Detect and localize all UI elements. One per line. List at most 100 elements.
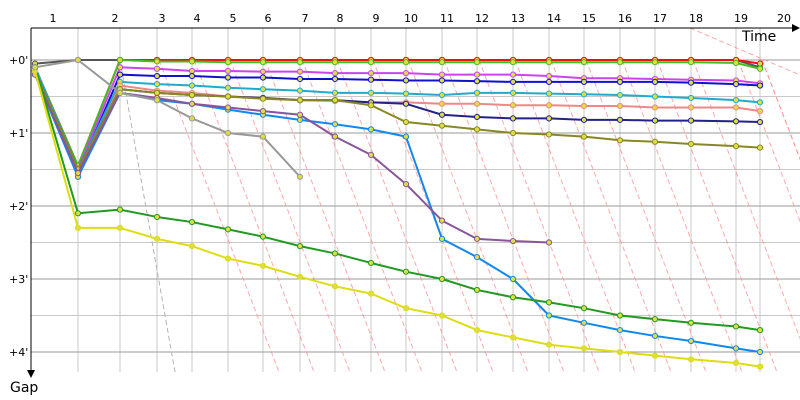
data-point [188, 67, 196, 75]
data-point [224, 67, 232, 75]
data-point [259, 86, 267, 93]
data-point [402, 77, 410, 84]
data-point [687, 356, 695, 363]
data-point [732, 104, 740, 111]
x-tick-label: 11 [440, 12, 454, 25]
data-point [331, 133, 339, 140]
lap-guide [336, 59, 458, 373]
data-point [402, 70, 410, 77]
data-point [616, 116, 624, 123]
data-point [367, 151, 375, 158]
data-point [732, 59, 740, 67]
data-point [224, 93, 232, 100]
data-point [509, 102, 517, 109]
data-point [616, 348, 624, 356]
data-point [616, 327, 624, 334]
data-point [756, 118, 764, 126]
series-line [34, 59, 301, 178]
data-point [331, 89, 339, 96]
data-point [580, 78, 588, 86]
data-point [153, 97, 161, 104]
data-point [224, 84, 232, 91]
series-line [34, 74, 761, 353]
x-tick-label: 18 [689, 12, 703, 25]
data-point [116, 56, 124, 64]
data-point [259, 95, 267, 102]
data-point [296, 243, 304, 250]
data-point [732, 323, 740, 330]
data-point [473, 126, 481, 133]
data-point [438, 275, 446, 283]
data-point [580, 319, 588, 326]
data-point [259, 233, 267, 240]
data-point [616, 91, 624, 99]
lap-guide [737, 59, 800, 223]
data-point [732, 143, 740, 150]
x-tick-label: 1 [50, 12, 57, 25]
data-point [116, 206, 124, 213]
data-point [687, 94, 695, 102]
axes [27, 24, 800, 378]
data-point [367, 59, 375, 66]
lap-guide [119, 59, 176, 373]
lap-guide [264, 59, 386, 373]
data-point [116, 89, 124, 96]
data-point [545, 131, 553, 138]
data-point [545, 115, 553, 122]
data-point [756, 82, 764, 89]
data-point [438, 100, 446, 107]
data-point [545, 299, 553, 306]
data-point [224, 129, 232, 137]
y-axis-label: Gap [10, 380, 38, 396]
data-point [296, 173, 304, 180]
x-tick-label: 15 [582, 12, 596, 25]
data-point [651, 352, 659, 359]
data-point [188, 58, 196, 65]
data-point [651, 138, 659, 145]
data-point [31, 64, 39, 71]
data-point [473, 59, 481, 66]
x-tick-label: 6 [265, 12, 272, 25]
x-tick-label: 16 [618, 12, 632, 25]
series-line [34, 70, 761, 171]
data-point [153, 72, 161, 80]
data-point [509, 59, 517, 66]
data-point [473, 327, 481, 334]
data-point [473, 254, 481, 261]
data-point [116, 224, 124, 231]
data-point [756, 327, 764, 334]
data-point [509, 78, 517, 86]
data-point [651, 332, 659, 340]
data-point [545, 59, 553, 66]
data-point [687, 59, 695, 66]
data-point [509, 237, 517, 245]
data-point [580, 116, 588, 123]
data-point [367, 76, 375, 83]
data-point [732, 359, 740, 367]
lap-guide [761, 59, 800, 161]
data-point [651, 78, 659, 86]
data-point [188, 243, 196, 250]
data-point [367, 89, 375, 96]
x-tick-label: 13 [511, 12, 525, 25]
data-point [331, 59, 339, 66]
y-tick-label: +4' [9, 346, 28, 359]
data-point [367, 70, 375, 77]
data-point [509, 71, 517, 78]
data-point [331, 70, 339, 77]
data-point [116, 64, 124, 71]
data-point [580, 305, 588, 312]
data-point [687, 117, 695, 124]
series-lines [31, 56, 764, 370]
lap-guide [407, 59, 529, 373]
data-point [616, 137, 624, 144]
data-point [296, 87, 304, 94]
data-point [545, 312, 553, 319]
data-point [473, 71, 481, 78]
data-point [402, 118, 410, 126]
data-point [402, 181, 410, 188]
data-point [509, 129, 517, 137]
data-point [580, 133, 588, 140]
data-point [402, 90, 410, 97]
